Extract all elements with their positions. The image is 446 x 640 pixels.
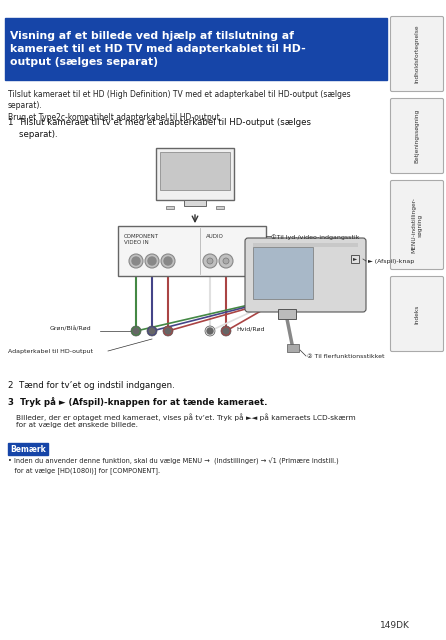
Circle shape bbox=[164, 257, 172, 265]
FancyBboxPatch shape bbox=[391, 180, 443, 269]
Circle shape bbox=[129, 254, 143, 268]
Text: Tilslut kameraet til et HD (High Definition) TV med et adapterkabel til HD-outpu: Tilslut kameraet til et HD (High Definit… bbox=[8, 90, 351, 122]
Text: MENU-indstillinger-
søgning: MENU-indstillinger- søgning bbox=[411, 197, 423, 253]
FancyBboxPatch shape bbox=[391, 99, 443, 173]
Text: Adapterkabel til HD-output: Adapterkabel til HD-output bbox=[8, 349, 93, 353]
Circle shape bbox=[207, 258, 213, 264]
Text: COMPONENT
VIDEO IN: COMPONENT VIDEO IN bbox=[124, 234, 159, 244]
Text: Betjeningssøgning: Betjeningssøgning bbox=[414, 109, 420, 163]
Bar bbox=[8, 443, 48, 455]
Text: Visning af et billede ved hjælp af tilslutning af
kameraet til et HD TV med adap: Visning af et billede ved hjælp af tilsl… bbox=[10, 31, 306, 67]
Circle shape bbox=[223, 258, 229, 264]
Circle shape bbox=[132, 257, 140, 265]
Circle shape bbox=[149, 328, 155, 334]
FancyBboxPatch shape bbox=[391, 276, 443, 351]
Bar bbox=[253, 243, 358, 247]
Text: Grøn/Blå/Rød: Grøn/Blå/Rød bbox=[50, 326, 91, 332]
Circle shape bbox=[207, 328, 213, 334]
Bar bbox=[278, 309, 296, 319]
Text: Indholdsfortegnelse: Indholdsfortegnelse bbox=[414, 25, 420, 83]
Text: ►: ► bbox=[353, 257, 357, 262]
Circle shape bbox=[221, 326, 231, 336]
Circle shape bbox=[163, 326, 173, 336]
Text: 2  Tænd for tv’et og indstil indgangen.: 2 Tænd for tv’et og indstil indgangen. bbox=[8, 381, 175, 390]
Text: AUDIO: AUDIO bbox=[206, 234, 224, 239]
Circle shape bbox=[203, 254, 217, 268]
Bar bbox=[184, 200, 206, 206]
Text: Bemærk: Bemærk bbox=[10, 445, 46, 454]
Circle shape bbox=[145, 254, 159, 268]
Bar bbox=[5, 18, 387, 80]
Circle shape bbox=[165, 328, 171, 334]
Text: • Inden du anvender denne funktion, skal du vælge MENU →  (Indstillinger) → √1 (: • Inden du anvender denne funktion, skal… bbox=[8, 458, 339, 474]
Bar bbox=[160, 152, 230, 190]
Circle shape bbox=[131, 326, 141, 336]
Text: ①Til lyd-/video-indgangsstik: ①Til lyd-/video-indgangsstik bbox=[271, 234, 359, 239]
Circle shape bbox=[205, 326, 215, 336]
Text: Indeks: Indeks bbox=[414, 304, 420, 324]
Text: 149DK: 149DK bbox=[380, 621, 410, 630]
Circle shape bbox=[147, 326, 157, 336]
Bar bbox=[216, 206, 224, 209]
Circle shape bbox=[148, 257, 156, 265]
Text: Billeder, der er optaget med kameraet, vises på tv’et. Tryk på ►◄ på kameraets L: Billeder, der er optaget med kameraet, v… bbox=[16, 413, 356, 428]
Text: Hvid/Rød: Hvid/Rød bbox=[236, 326, 264, 332]
Text: 1  Tilslut kameraet til tv’et med et adapterkabel til HD-output (sælges
    sepa: 1 Tilslut kameraet til tv’et med et adap… bbox=[8, 118, 311, 139]
Text: 3  Tryk på ► (Afspil)-knappen for at tænde kameraet.: 3 Tryk på ► (Afspil)-knappen for at tænd… bbox=[8, 397, 268, 407]
Text: ② Til flerfunktionsstikket: ② Til flerfunktionsstikket bbox=[307, 353, 384, 358]
Bar bbox=[118, 226, 266, 276]
Text: ► (Afspil)-knap: ► (Afspil)-knap bbox=[368, 259, 414, 264]
FancyBboxPatch shape bbox=[391, 17, 443, 92]
Circle shape bbox=[161, 254, 175, 268]
Bar bbox=[156, 148, 234, 200]
Bar bbox=[287, 344, 299, 352]
FancyBboxPatch shape bbox=[245, 238, 366, 312]
Bar bbox=[351, 255, 359, 263]
Circle shape bbox=[223, 328, 229, 334]
Bar bbox=[166, 206, 174, 209]
Bar bbox=[253, 247, 313, 299]
Circle shape bbox=[133, 328, 139, 334]
Circle shape bbox=[219, 254, 233, 268]
